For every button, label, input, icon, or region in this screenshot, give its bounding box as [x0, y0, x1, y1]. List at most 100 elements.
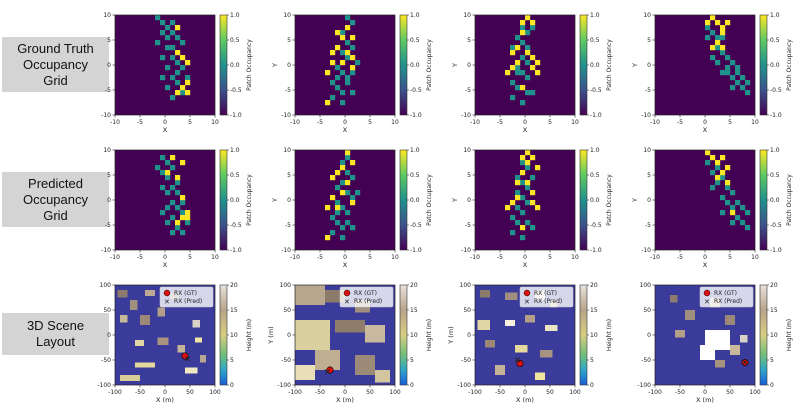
heatmap-cell-high [340, 60, 346, 66]
y-tick-label: 5 [107, 172, 111, 179]
colorbar [579, 14, 588, 116]
colorbar-tick-label: 0.0 [770, 197, 780, 204]
colorbar-tick-label: 0.0 [230, 62, 240, 69]
colorbar [219, 149, 228, 251]
y-tick-label: 50 [103, 307, 111, 314]
heatmap-cell-mid [740, 75, 746, 81]
heatmap-cell-mid [350, 225, 356, 231]
heatmap-cell-high [520, 225, 526, 231]
heatmap-cell-high [720, 25, 726, 31]
heatmap-cell-mid [705, 160, 711, 166]
heatmap-cell-high [725, 165, 731, 171]
heatmap-cell-mid [340, 235, 346, 241]
heatmap-cell-mid [155, 165, 161, 171]
heatmap-cell-mid [525, 30, 531, 36]
rx-pred-marker: ✕ [324, 368, 332, 378]
heatmap-cell-high [730, 210, 736, 216]
colorbar [219, 284, 228, 386]
heatmap-cell-mid [185, 220, 191, 226]
heatmap-cell-high [515, 45, 521, 51]
colorbar-tick-label: 0.0 [590, 197, 600, 204]
heatmap-cell-high [525, 150, 531, 156]
colorbar [759, 284, 768, 386]
row-label-text: 3D Scene Layout [26, 318, 85, 349]
heatmap-cell-mid [170, 165, 176, 171]
colorbar-tick-label: 0.0 [590, 62, 600, 69]
heatmap-cell-high [185, 60, 191, 66]
colorbar [579, 149, 588, 251]
heatmap-cell-high [705, 20, 711, 26]
heatmap-cell-high [345, 180, 351, 186]
heatmap-cell-mid [345, 15, 351, 21]
heatmap-cell-mid [160, 155, 166, 161]
colorbar-tick-label: 1.0 [230, 12, 240, 19]
colorbar-tick-label: 0.0 [410, 197, 420, 204]
heatmap-cell-high [520, 85, 526, 91]
building [195, 337, 202, 343]
heatmap-cell-mid [330, 230, 336, 236]
heatmap-cell-mid [715, 35, 721, 41]
heatmap-cell-mid [525, 90, 531, 96]
legend-marker-gt [703, 289, 711, 297]
x-tick-label: -50 [675, 389, 685, 396]
x-tick-label: -5 [137, 254, 143, 261]
colorbar-tick-label: 15 [230, 307, 238, 314]
y-tick-label: -10 [461, 247, 471, 254]
heatmap-cell-mid [170, 55, 176, 61]
heatmap-cell-mid [720, 175, 726, 181]
x-tick-label: -50 [495, 389, 505, 396]
legend-label: RX (GT) [174, 290, 197, 297]
heatmap-cell-mid [155, 15, 161, 21]
heatmap-cell-mid [350, 45, 356, 51]
heatmap-cell-mid [520, 40, 526, 46]
heatmap-cell-mid [520, 25, 526, 31]
heatmap-cell-mid [170, 20, 176, 26]
y-tick-label: -5 [105, 222, 111, 229]
building [675, 330, 685, 338]
heatmap-cell-mid [330, 80, 336, 86]
x-tick-label: -100 [108, 389, 122, 396]
heatmap-cell-mid [165, 35, 171, 41]
heatmap-cell-mid [180, 65, 186, 71]
heatmap-cell-high [535, 60, 541, 66]
heatmap-cell-mid [510, 80, 516, 86]
x-tick-label: 10 [751, 254, 759, 261]
legend-marker-pred: ✕ [524, 298, 530, 306]
heatmap-cell-high [180, 195, 186, 201]
colorbar-tick-label: 10 [410, 332, 418, 339]
heatmap-cell-mid [335, 200, 341, 206]
heatmap-cell-high [520, 155, 526, 161]
heatmap-cell-high [185, 80, 191, 86]
legend-marker-pred: ✕ [704, 298, 710, 306]
colorbar-tick-label: -0.5 [230, 222, 242, 229]
heatmap-cell-mid [715, 165, 721, 171]
heatmap-cell-mid [345, 155, 351, 161]
heatmap-cell-mid [355, 190, 361, 196]
x-tick-label: 10 [571, 254, 579, 261]
y-tick-label: 0 [647, 62, 651, 69]
y-tick-label: 10 [463, 12, 471, 19]
y-tick-label: -50 [461, 357, 471, 364]
occupancy-panel-gt-1: -10 -5 0 5 10 -10 -5 0 5 10 X -1.0 -0.5 0.0 0.5 1.0 Patc… [101, 12, 253, 134]
x-tick-label: 0 [163, 119, 167, 126]
x-axis-label: X (m) [516, 396, 534, 404]
x-tick-label: -5 [137, 119, 143, 126]
heatmap-cell-mid [165, 65, 171, 71]
heatmap-cell-mid [160, 30, 166, 36]
heatmap-cell-high [350, 55, 356, 61]
colorbar [399, 149, 408, 251]
y-tick-label: 100 [640, 282, 652, 289]
x-tick-label: -5 [317, 119, 323, 126]
heatmap-cell-high [525, 180, 531, 186]
colorbar [399, 284, 408, 386]
heatmap-cell-high [715, 160, 721, 166]
colorbar-tick-label: 0 [770, 382, 774, 389]
heatmap-cell-high [340, 190, 346, 196]
y-tick-label: -50 [281, 357, 291, 364]
x-tick-label: -10 [110, 254, 120, 261]
x-tick-label: 0 [343, 389, 347, 396]
heatmap-cell-high [350, 160, 356, 166]
heatmap-cell-high [180, 55, 186, 61]
y-axis-label: Y [271, 198, 279, 203]
heatmap-cell-high [330, 60, 336, 66]
